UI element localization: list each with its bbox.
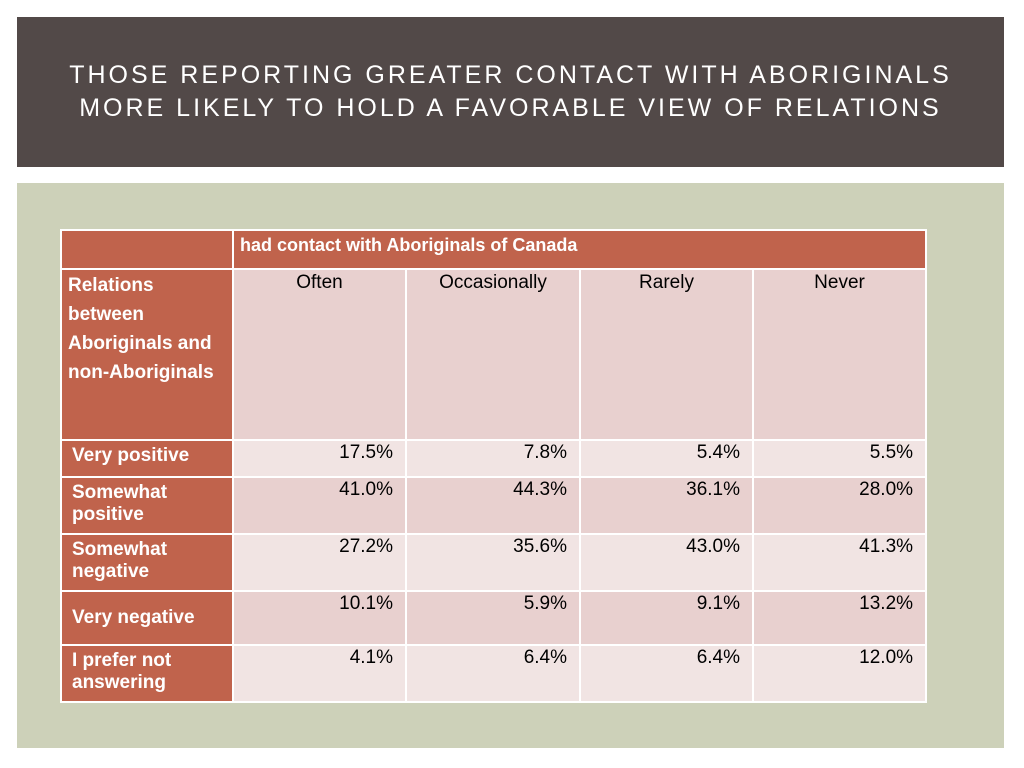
contact-relations-table: had contact with Aboriginals of Canada R… <box>60 229 928 703</box>
table-cell: 5.5% <box>751 439 928 478</box>
table-column-header-row: Relations between Aboriginals and non-Ab… <box>60 268 928 441</box>
column-header-often: Often <box>232 268 407 441</box>
table-cell: 41.3% <box>751 533 928 592</box>
row-label: Very positive <box>60 439 234 478</box>
table-cell: 6.4% <box>579 644 754 703</box>
slide-title: THOSE REPORTING GREATER CONTACT WITH ABO… <box>69 59 952 125</box>
table-row: Somewhat negative 27.2% 35.6% 43.0% 41.3… <box>60 533 928 592</box>
row-header: Relations between Aboriginals and non-Ab… <box>60 268 234 441</box>
table-row: I prefer not answering 4.1% 6.4% 6.4% 12… <box>60 644 928 703</box>
table-cell: 44.3% <box>405 476 581 535</box>
table-cell: 5.9% <box>405 590 581 646</box>
slide-title-line-1: THOSE REPORTING GREATER CONTACT WITH ABO… <box>69 61 952 89</box>
table-cell: 12.0% <box>751 644 928 703</box>
table-cell: 28.0% <box>751 476 928 535</box>
column-header-rarely: Rarely <box>579 268 754 441</box>
table-cell: 5.4% <box>579 439 754 478</box>
table-cell: 36.1% <box>579 476 754 535</box>
table-cell: 10.1% <box>232 590 407 646</box>
table-row: Somewhat positive 41.0% 44.3% 36.1% 28.0… <box>60 476 928 535</box>
table-cell: 17.5% <box>232 439 407 478</box>
table-cell: 9.1% <box>579 590 754 646</box>
table-cell: 41.0% <box>232 476 407 535</box>
table-cell: 43.0% <box>579 533 754 592</box>
table-row: Very negative 10.1% 5.9% 9.1% 13.2% <box>60 590 928 646</box>
row-label: Somewhat positive <box>60 476 234 535</box>
table-cell: 27.2% <box>232 533 407 592</box>
table-row: Very positive 17.5% 7.8% 5.4% 5.5% <box>60 439 928 478</box>
column-header-never: Never <box>751 268 928 441</box>
group-header: had contact with Aboriginals of Canada <box>231 229 928 270</box>
table-cell: 7.8% <box>405 439 581 478</box>
title-bar: THOSE REPORTING GREATER CONTACT WITH ABO… <box>17 17 1004 167</box>
table-group-header-row: had contact with Aboriginals of Canada <box>60 229 928 270</box>
row-label: Very negative <box>60 590 234 646</box>
slide-title-line-2: MORE LIKELY TO HOLD A FAVORABLE VIEW OF … <box>79 94 942 122</box>
table-cell: 6.4% <box>405 644 581 703</box>
row-label: I prefer not answering <box>60 644 234 703</box>
table-cell: 35.6% <box>405 533 581 592</box>
row-label: Somewhat negative <box>60 533 234 592</box>
column-header-occasionally: Occasionally <box>405 268 581 441</box>
table-cell: 13.2% <box>751 590 928 646</box>
table-corner-cell <box>60 229 234 270</box>
table-cell: 4.1% <box>232 644 407 703</box>
